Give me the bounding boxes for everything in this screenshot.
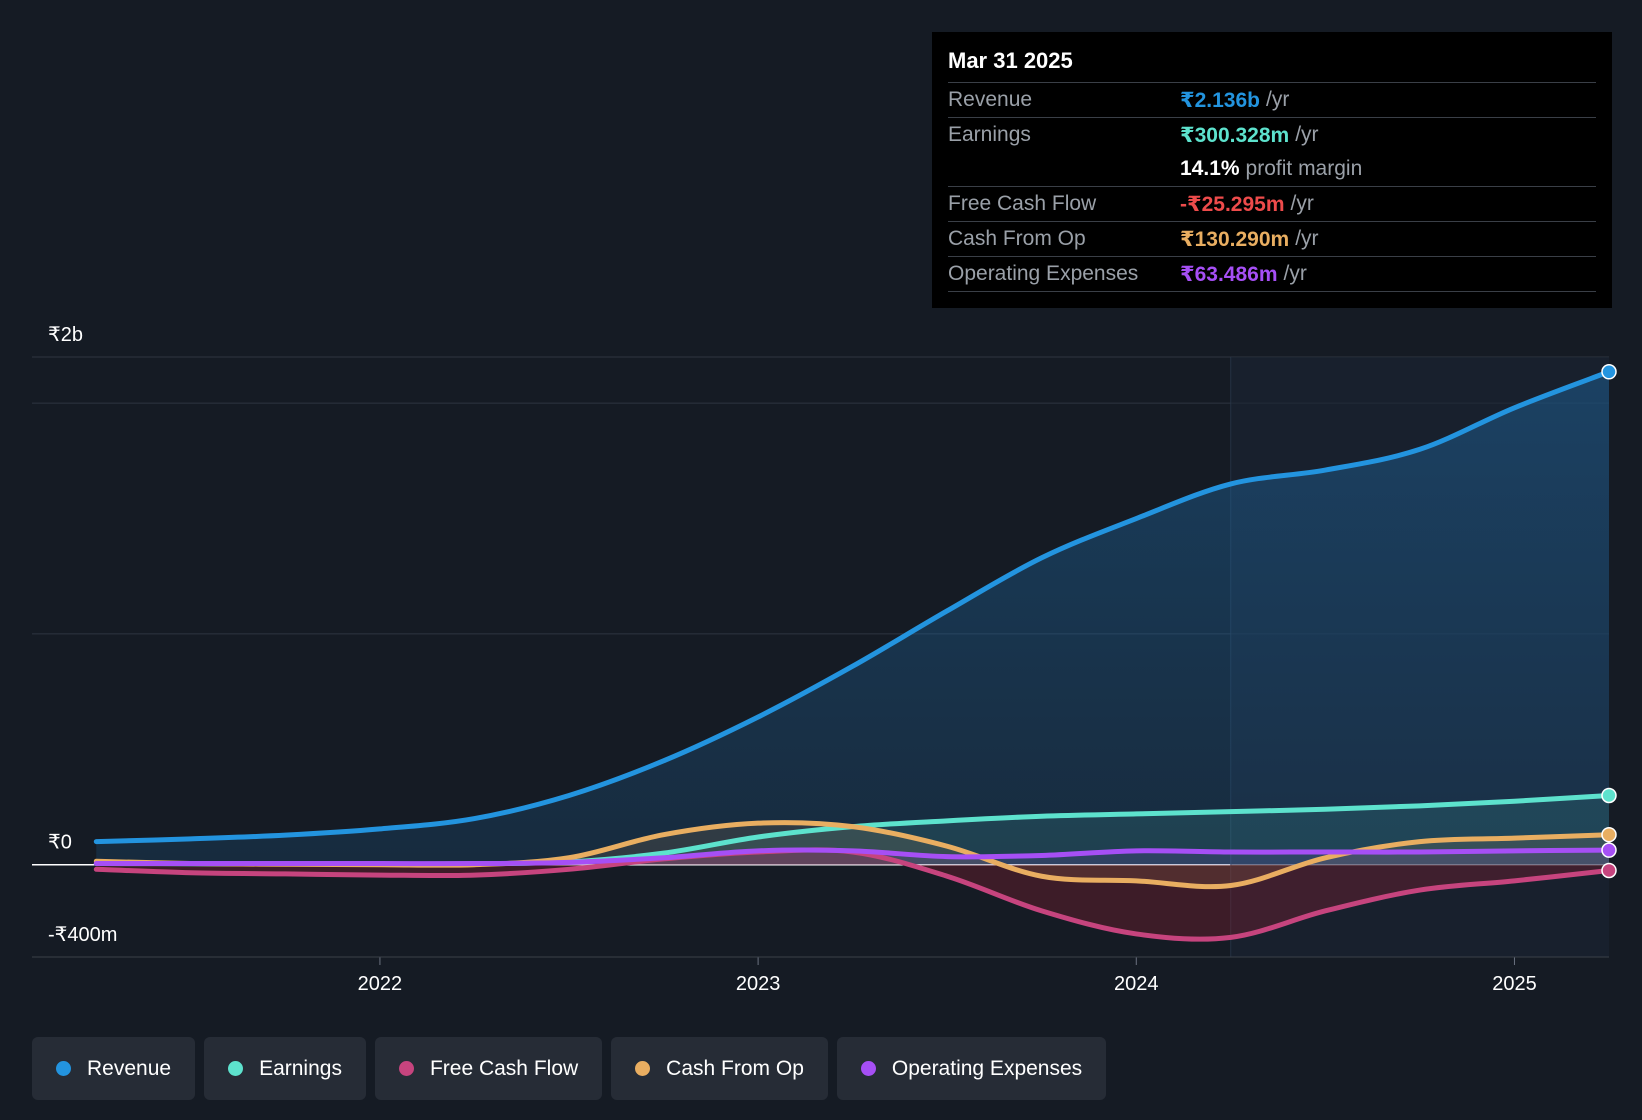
earnings-end-dot (1601, 787, 1617, 804)
legend-label: Cash From Op (666, 1056, 804, 1080)
tooltip-row-earnings: Earnings ₹300.328m/yr (948, 118, 1596, 152)
tooltip-label: Earnings (948, 123, 1031, 146)
cash-from-op-end-dot (1601, 826, 1617, 843)
free-cash-flow-area (96, 849, 1610, 940)
tooltip-unit: /yr (1266, 88, 1290, 111)
legend-dot-icon (398, 1061, 414, 1076)
tooltip-unit: /yr (1295, 227, 1319, 250)
legend-dot-icon (635, 1061, 651, 1076)
tooltip-value: 14.1% (1180, 157, 1240, 180)
tooltip-row-profit-margin: 14.1% profit margin (948, 152, 1596, 187)
tooltip-panel: Mar 31 2025 Revenue ₹2.136b/yr Earnings ₹30… (932, 32, 1612, 308)
y-tick-label: -₹400m (48, 924, 117, 946)
revenue-end-dot (1601, 364, 1617, 380)
tooltip-unit: /yr (1295, 123, 1319, 146)
cash-from-op-area (96, 822, 1610, 887)
legend-label: Free Cash Flow (429, 1056, 579, 1080)
x-tick-label: 2025 (1492, 973, 1537, 995)
legend-dot-icon (860, 1061, 876, 1076)
tooltip-unit: /yr (1290, 192, 1314, 215)
tooltip-value: ₹2.136b (1180, 88, 1260, 112)
tooltip-row-operating-expenses: Operating Expenses ₹63.486m/yr (948, 257, 1596, 292)
y-tick-label: ₹2b (48, 324, 83, 346)
tooltip-label: Cash From Op (948, 227, 1086, 250)
legend-item-cash-from-op[interactable]: Cash From Op (611, 1037, 828, 1100)
legend-label: Earnings (259, 1056, 342, 1080)
legend-label: Operating Expenses (891, 1056, 1083, 1080)
legend-item-earnings[interactable]: Earnings (204, 1037, 366, 1100)
tooltip-unit: profit margin (1245, 157, 1363, 180)
x-tick-label: 2022 (358, 973, 403, 995)
legend: Revenue Earnings Free Cash Flow Cash From O… (32, 1037, 1107, 1100)
x-tick-label: 2023 (736, 973, 781, 995)
tooltip-label: Operating Expenses (948, 262, 1139, 285)
x-axis-labels: 2022 2023 2024 2025 (32, 956, 1609, 995)
legend-item-revenue[interactable]: Revenue (32, 1037, 196, 1100)
revenue-line (93, 369, 1612, 845)
tooltip-label: Free Cash Flow (948, 192, 1097, 215)
tooltip-value: -₹25.295m (1180, 192, 1285, 216)
legend-dot-icon (56, 1061, 71, 1076)
tooltip-unit: /yr (1283, 262, 1307, 285)
tooltip-value: ₹130.290m (1180, 227, 1290, 251)
tooltip-row-revenue: Revenue ₹2.136b/yr (948, 83, 1596, 118)
operating-expenses-end-dot (1601, 842, 1617, 858)
tooltip-value: ₹300.328m (1180, 123, 1290, 147)
legend-label: Revenue (87, 1056, 172, 1080)
y-tick-label: ₹0 (48, 832, 72, 854)
series-end-dots (1601, 364, 1617, 879)
free-cash-flow-end-dot (1601, 862, 1617, 879)
tooltip-row-free-cash-flow: Free Cash Flow -₹25.295m/yr (948, 187, 1596, 222)
legend-item-operating-expenses[interactable]: Operating Expenses (836, 1037, 1107, 1100)
series-lines (93, 369, 1612, 942)
legend-item-free-cash-flow[interactable]: Free Cash Flow (374, 1037, 603, 1100)
y-axis-labels: ₹2b ₹0 -₹400m (48, 324, 117, 946)
tooltip-date: Mar 31 2025 (948, 46, 1596, 83)
x-tick-label: 2024 (1114, 973, 1159, 995)
legend-dot-icon (228, 1061, 244, 1076)
tooltip-value: ₹63.486m (1180, 262, 1278, 286)
revenue-area (96, 371, 1610, 865)
tooltip-row-cash-from-op: Cash From Op ₹130.290m/yr (948, 222, 1596, 257)
operating-expenses-line (93, 847, 1612, 867)
tooltip-label: Revenue (948, 88, 1033, 111)
